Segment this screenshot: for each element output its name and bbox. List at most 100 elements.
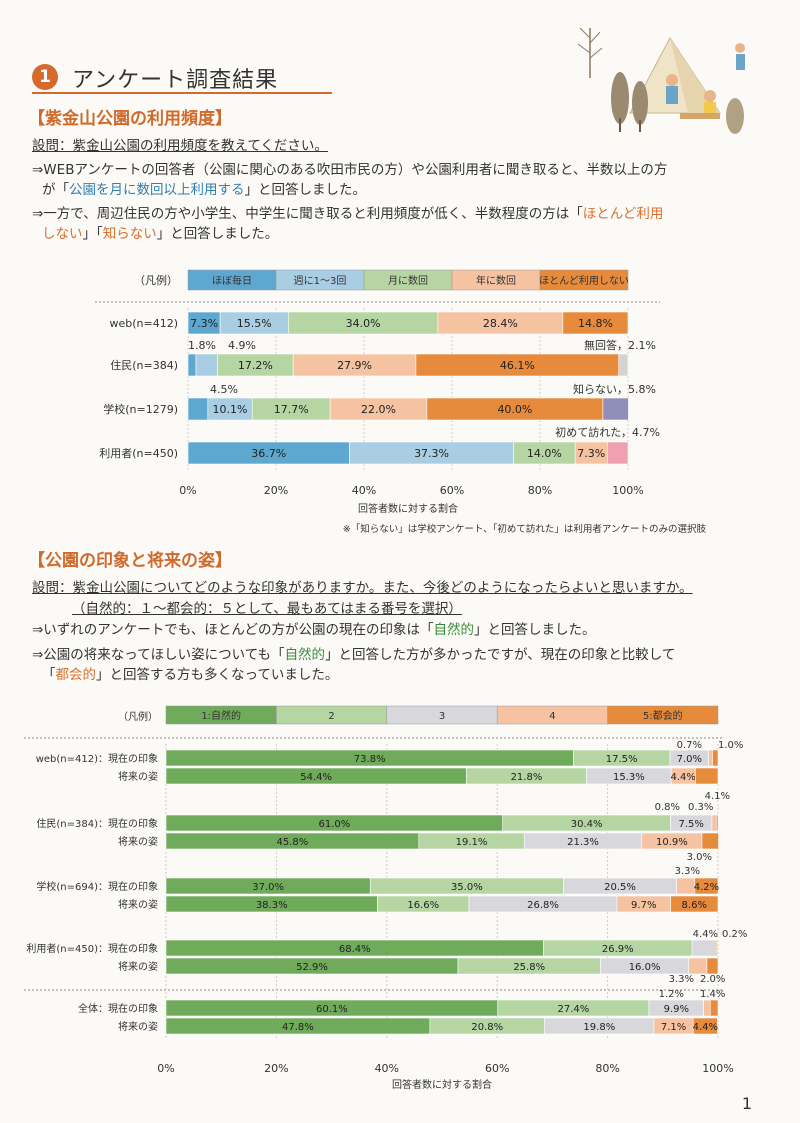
section-underline: [32, 92, 332, 94]
annotation-label: 1.0%: [718, 740, 743, 751]
bar-value-label: 30.4%: [571, 819, 603, 830]
bar-segment: [195, 353, 218, 377]
bar-value-label: 47.8%: [282, 1022, 314, 1033]
bar-value-label: 38.3%: [256, 900, 288, 911]
bar-segment: [703, 999, 711, 1017]
bar-segment: [607, 441, 629, 465]
bar-value-label: 46.1%: [500, 359, 535, 372]
annotation-label: 3.3%: [675, 866, 700, 877]
usage-p1-line1: ⇒WEBアンケートの回答者（公園に関心のある吹田市民の方）や公園利用者に聞き取る…: [32, 162, 668, 178]
impression-p1-post: 」と回答しました。: [473, 622, 596, 638]
bar-value-label: 20.5%: [604, 882, 636, 893]
usage-p2-highlight-2: しない: [42, 226, 83, 242]
usage-p2-highlight-3: 知らない: [102, 226, 157, 242]
annotation-label: 無回答，2.1%: [584, 338, 656, 352]
annotation-label: 知らない，5.8%: [573, 382, 656, 396]
legend-label: ほとんど利用しない: [539, 275, 629, 287]
group-label: 全体：現在の印象: [78, 1002, 158, 1015]
impression-p1-highlight: 自然的: [433, 622, 474, 638]
usage-paragraph-2: ⇒一方で、周辺住民の方や小学生、中学生に聞き取ると利用頻度が低く、半数程度の方は…: [32, 204, 663, 244]
impression-p2-pre: ⇒公園の将来なってほしい姿についても「: [32, 647, 285, 663]
group-label: 利用者(n=450)：現在の印象: [26, 943, 158, 955]
bar-value-label: 45.8%: [277, 837, 309, 848]
x-tick-label: 40%: [352, 484, 376, 497]
bar-value-label: 60.1%: [316, 1004, 348, 1015]
x-tick-label: 0%: [157, 1062, 174, 1075]
bar-segment: [708, 749, 713, 767]
bar-segment: [676, 877, 696, 895]
impression-paragraph-2: ⇒公園の将来なってほしい姿についても「自然的」と回答した方が多かったですが、現在…: [32, 645, 675, 685]
section-title: アンケート調査結果: [72, 68, 279, 93]
bar-segment: [691, 939, 717, 957]
x-tick-label: 60%: [440, 484, 464, 497]
bar-value-label: 52.9%: [296, 962, 328, 973]
usage-p1-highlight: 公園を月に数回以上利用する: [69, 182, 245, 198]
annotation-label: 0.3%: [688, 802, 713, 813]
row-label: 利用者(n=450): [99, 447, 178, 460]
annotation-label: 4.9%: [228, 339, 256, 352]
section-number: 1: [32, 64, 58, 90]
usage-heading: 【紫金山公園の利用頻度】: [28, 109, 232, 129]
usage-frequency-chart: （凡例） ほぼ毎日 週に1～3回 月に数回 年に数回 ほとんど利用しない web(n=412…: [95, 269, 707, 535]
bar-value-label: 17.2%: [238, 359, 273, 372]
usage-p1-pre: が「: [42, 182, 69, 198]
impression-heading: 【公園の印象と将来の姿】: [28, 551, 232, 571]
usage-paragraph-1: ⇒WEBアンケートの回答者（公園に関心のある吹田市民の方）や公園利用者に聞き取る…: [32, 160, 667, 200]
bar-value-label: 54.4%: [300, 772, 332, 783]
row-label: 学校(n=1279): [103, 402, 178, 416]
bar-value-label: 7.3%: [190, 317, 218, 330]
bar-segment: [712, 749, 719, 767]
annotation-label: 初めて訪れた，4.7%: [555, 425, 660, 439]
impression-question-note: （自然的：１～都会的：５として、最もあてはまる番号を選択）: [72, 601, 462, 617]
bar-value-label: 35.0%: [451, 882, 483, 893]
chart-note: ※「知らない」は学校アンケート、「初めて訪れた」は利用者アンケートのみの選択肢: [343, 523, 707, 535]
bar-value-label: 19.1%: [456, 837, 488, 848]
bar-value-label: 15.5%: [237, 317, 272, 330]
group-label: 学校(n=694)：現在の印象: [36, 880, 158, 893]
bar-segment: [709, 999, 719, 1017]
x-tick-label: 80%: [595, 1062, 619, 1075]
legend-label: 3: [439, 711, 445, 722]
bar-value-label: 25.8%: [513, 962, 545, 973]
bar-value-label: 37.3%: [414, 447, 449, 460]
bar-segment: [602, 397, 629, 421]
annotation-label: 3.3%: [669, 974, 694, 985]
bar-value-label: 10.1%: [213, 403, 248, 416]
usage-p2-post: 」と回答しました。: [156, 226, 279, 242]
impression-question: 設問：紫金山公園についてどのような印象がありますか。また、今後どのようになったら…: [32, 580, 693, 596]
impression-p1-pre: ⇒いずれのアンケートでも、ほとんどの方が公園の現在の印象は「: [32, 622, 434, 638]
bar-segment: [562, 311, 629, 335]
row-label: web(n=412): [109, 317, 178, 330]
bar-value-label: 4.4%: [693, 1022, 718, 1033]
legend-label: ほぼ毎日: [212, 274, 252, 287]
bar-segment: [706, 957, 719, 975]
bar-value-label: 15.3%: [613, 772, 645, 783]
bar-value-label: 20.8%: [471, 1022, 503, 1033]
usage-p1-post: 」と回答しました。: [244, 182, 367, 198]
legend-title: （凡例）: [118, 710, 158, 723]
bar-value-label: 34.0%: [346, 317, 381, 330]
usage-p2-pre: ⇒一方で、周辺住民の方や小学生、中学生に聞き取ると利用頻度が低く、半数程度の方は…: [32, 206, 583, 222]
bar-value-label: 4.2%: [694, 882, 719, 893]
usage-p2-mid: 」「: [82, 226, 103, 242]
bar-value-label: 7.0%: [677, 754, 702, 765]
legend-label: 2: [328, 711, 334, 722]
bar-segment: [694, 877, 719, 895]
annotation-label: 4.1%: [705, 791, 730, 802]
bar-value-label: 9.9%: [664, 1004, 689, 1015]
camping-illustration: [577, 27, 745, 134]
annotation-label: 2.0%: [700, 974, 725, 985]
bar-value-label: 37.0%: [252, 882, 284, 893]
usage-question: 設問：紫金山公園の利用頻度を教えてください。: [32, 138, 328, 154]
page-number: 1: [741, 1094, 752, 1113]
group-sublabel: 将来の姿: [118, 1020, 158, 1033]
x-tick-label: 20%: [264, 484, 288, 497]
bar-value-label: 7.5%: [679, 819, 704, 830]
bar-value-label: 7.3%: [577, 447, 605, 460]
annotation-label: 0.2%: [722, 929, 747, 940]
bar-value-label: 19.8%: [583, 1022, 615, 1033]
impression-p2-pre2: 「: [42, 667, 56, 683]
bar-value-label: 8.6%: [682, 900, 707, 911]
bar-segment: [695, 767, 719, 785]
legend-label: 1:自然的: [201, 709, 241, 722]
